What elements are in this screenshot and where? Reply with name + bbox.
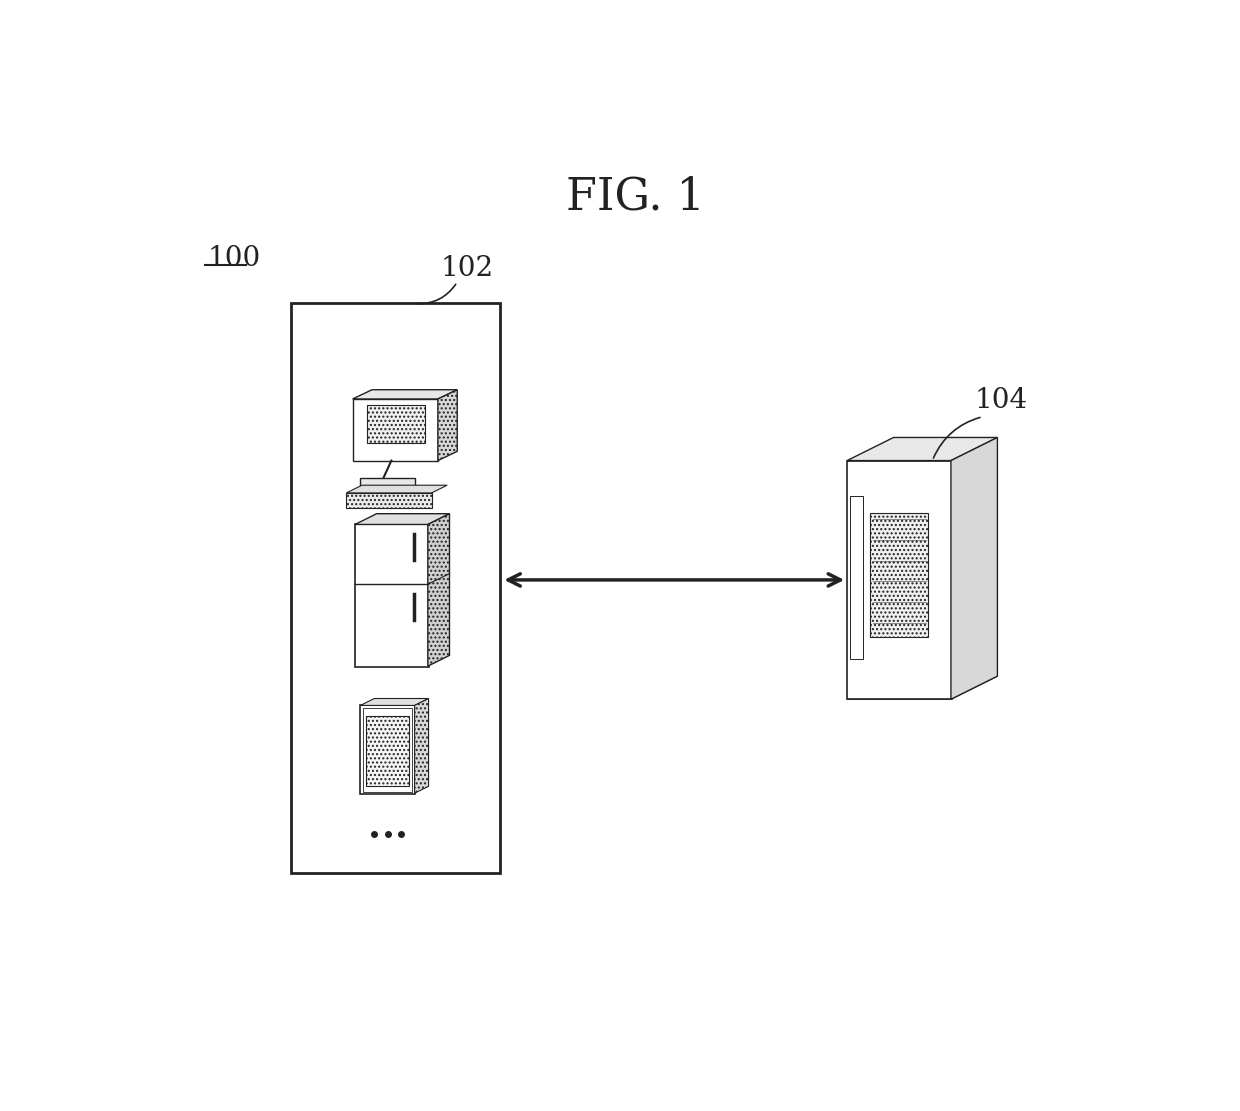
Polygon shape bbox=[361, 699, 429, 705]
Bar bbox=[290, 302, 500, 872]
Polygon shape bbox=[352, 390, 458, 399]
Polygon shape bbox=[355, 513, 449, 524]
Bar bbox=[363, 708, 413, 792]
Polygon shape bbox=[346, 486, 448, 493]
Polygon shape bbox=[414, 699, 429, 793]
Bar bbox=[361, 478, 414, 487]
FancyArrowPatch shape bbox=[934, 418, 980, 458]
Text: 100: 100 bbox=[207, 244, 260, 272]
Bar bbox=[847, 461, 952, 699]
Polygon shape bbox=[951, 438, 997, 699]
Bar bbox=[352, 399, 438, 461]
Bar bbox=[870, 513, 928, 638]
Bar bbox=[346, 493, 432, 509]
Bar bbox=[361, 705, 414, 794]
Text: FIG. 1: FIG. 1 bbox=[567, 176, 704, 219]
Bar bbox=[367, 406, 424, 443]
Polygon shape bbox=[428, 513, 449, 667]
Polygon shape bbox=[847, 438, 997, 461]
Polygon shape bbox=[847, 677, 997, 699]
Bar bbox=[851, 497, 863, 659]
Bar bbox=[355, 524, 429, 667]
Polygon shape bbox=[438, 390, 458, 461]
Text: 102: 102 bbox=[440, 256, 494, 282]
Bar bbox=[366, 717, 409, 785]
FancyArrowPatch shape bbox=[418, 284, 456, 303]
Text: 104: 104 bbox=[975, 388, 1028, 414]
